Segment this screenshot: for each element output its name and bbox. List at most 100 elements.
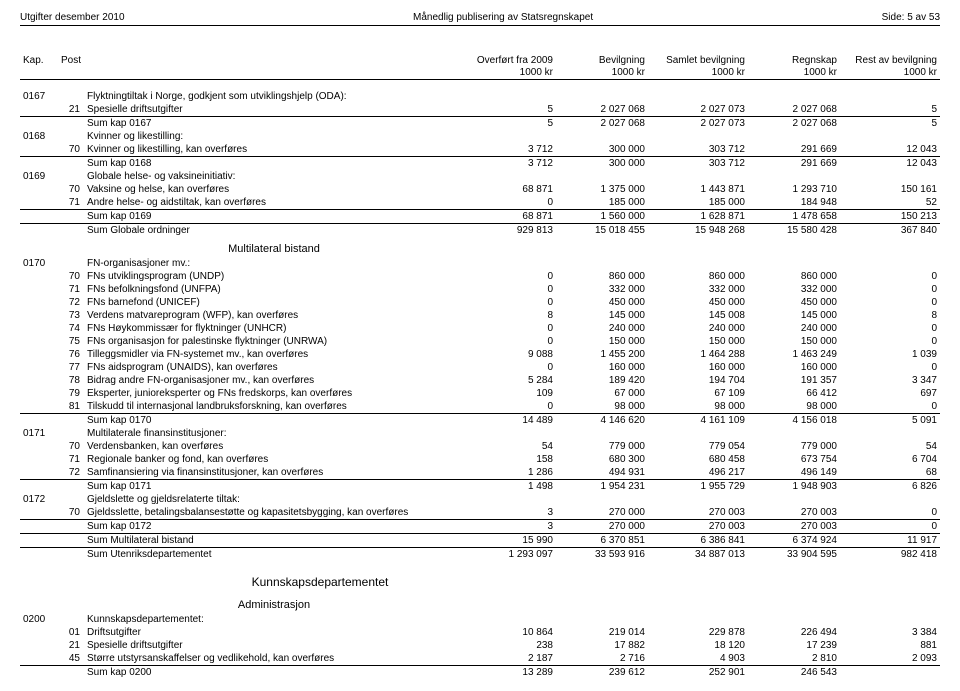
value-cell: 697 xyxy=(840,387,940,400)
department-row: Kunnskapsdepartementet xyxy=(20,561,940,593)
value-cell: 0 xyxy=(464,196,556,210)
value-cell: 0 xyxy=(840,400,940,414)
post-cell: 70 xyxy=(58,270,84,283)
desc-cell: Verdensbanken, kan overføres xyxy=(84,440,464,453)
table-row: 79Eksperter, junioreksperter og FNs fred… xyxy=(20,387,940,400)
value-cell: 9 088 xyxy=(464,348,556,361)
post-cell: 72 xyxy=(58,296,84,309)
table-row-sum: Sum Utenriksdepartementet1 293 09733 593… xyxy=(20,547,940,561)
desc-cell: Bidrag andre FN-organisasjoner mv., kan … xyxy=(84,374,464,387)
table-row: 74FNs Høykommissær for flyktninger (UNHC… xyxy=(20,322,940,335)
value-cell: 270 003 xyxy=(748,506,840,520)
desc-cell: Spesielle driftsutgifter xyxy=(84,639,464,652)
value-cell: 150 000 xyxy=(556,335,648,348)
desc-cell: Sum kap 0172 xyxy=(84,519,464,533)
value-cell: 184 948 xyxy=(748,196,840,210)
desc-cell: FNs aidsprogram (UNAIDS), kan overføres xyxy=(84,361,464,374)
value-cell: 189 420 xyxy=(556,374,648,387)
desc-cell: Sum kap 0168 xyxy=(84,156,464,170)
value-cell: 1 948 903 xyxy=(748,479,840,493)
value-cell: 450 000 xyxy=(648,296,748,309)
value-cell: 109 xyxy=(464,387,556,400)
desc-cell: Flyktningtiltak i Norge, godkjent som ut… xyxy=(84,90,464,103)
value-cell: 332 000 xyxy=(748,283,840,296)
subsection-title: Multilateral bistand xyxy=(84,237,464,257)
value-cell: 4 156 018 xyxy=(748,413,840,427)
value-cell: 68 xyxy=(840,466,940,480)
desc-cell: Sum kap 0167 xyxy=(84,116,464,130)
value-cell: 11 917 xyxy=(840,533,940,547)
value-cell: 0 xyxy=(464,400,556,414)
post-cell: 71 xyxy=(58,453,84,466)
table-row: 0167 Flyktningtiltak i Norge, godkjent s… xyxy=(20,90,940,103)
value-cell: 982 418 xyxy=(840,547,940,561)
value-cell: 3 384 xyxy=(840,626,940,639)
value-cell: 68 871 xyxy=(464,209,556,223)
value-cell: 779 000 xyxy=(748,440,840,453)
value-cell: 191 357 xyxy=(748,374,840,387)
value-cell: 1 628 871 xyxy=(648,209,748,223)
table-row: 70Gjeldsslette, betalingsbalansestøtte o… xyxy=(20,506,940,520)
desc-cell: Vaksine og helse, kan overføres xyxy=(84,183,464,196)
post-cell: 77 xyxy=(58,361,84,374)
value-cell: 1 463 249 xyxy=(748,348,840,361)
post-cell: 01 xyxy=(58,626,84,639)
value-cell: 450 000 xyxy=(556,296,648,309)
col-5a: Rest av bevilgning xyxy=(840,54,940,66)
desc-cell: Sum Multilateral bistand xyxy=(84,533,464,547)
post-cell: 81 xyxy=(58,400,84,414)
value-cell: 160 000 xyxy=(648,361,748,374)
value-cell: 238 xyxy=(464,639,556,652)
value-cell: 0 xyxy=(840,506,940,520)
value-cell: 150 000 xyxy=(648,335,748,348)
value-cell: 34 887 013 xyxy=(648,547,748,561)
value-cell: 6 826 xyxy=(840,479,940,493)
value-cell: 4 903 xyxy=(648,652,748,666)
desc-cell: Globale helse- og vaksineinitiativ: xyxy=(84,170,464,183)
value-cell: 2 027 073 xyxy=(648,103,748,117)
value-cell xyxy=(840,665,940,679)
value-cell: 98 000 xyxy=(648,400,748,414)
desc-cell: Sum kap 0170 xyxy=(84,413,464,427)
value-cell: 0 xyxy=(840,361,940,374)
table-row-sum: Sum kap 017014 4894 146 6204 161 1094 15… xyxy=(20,413,940,427)
value-cell: 680 300 xyxy=(556,453,648,466)
value-cell: 185 000 xyxy=(556,196,648,210)
post-cell: 21 xyxy=(58,639,84,652)
col-post-label: Post xyxy=(58,54,84,66)
col-kap-label: Kap. xyxy=(20,54,58,66)
table-row: 81Tilskudd til internasjonal landbruksfo… xyxy=(20,400,940,414)
value-cell: 496 149 xyxy=(748,466,840,480)
value-cell: 8 xyxy=(464,309,556,322)
kap-cell: 0172 xyxy=(20,493,58,506)
value-cell: 2 027 068 xyxy=(748,103,840,117)
value-cell: 300 000 xyxy=(556,143,648,157)
kap-cell: 0200 xyxy=(20,613,58,626)
table-row: 01Driftsutgifter10 864219 014229 878226 … xyxy=(20,626,940,639)
value-cell: 0 xyxy=(840,283,940,296)
table-row: 21 Spesielle driftsutgifter 5 2 027 068 … xyxy=(20,103,940,117)
value-cell: 1 293 097 xyxy=(464,547,556,561)
value-cell: 67 000 xyxy=(556,387,648,400)
value-cell: 15 948 268 xyxy=(648,223,748,237)
col-3b: 1000 kr xyxy=(648,66,748,80)
value-cell: 1 478 658 xyxy=(748,209,840,223)
value-cell: 10 864 xyxy=(464,626,556,639)
value-cell: 52 xyxy=(840,196,940,210)
table-row-sum: Sum Multilateral bistand15 9906 370 8516… xyxy=(20,533,940,547)
value-cell: 1 286 xyxy=(464,466,556,480)
value-cell: 2 027 073 xyxy=(648,116,748,130)
value-cell: 1 039 xyxy=(840,348,940,361)
value-cell: 14 489 xyxy=(464,413,556,427)
value-cell: 291 669 xyxy=(748,156,840,170)
post-cell: 73 xyxy=(58,309,84,322)
desc-cell: Sum kap 0169 xyxy=(84,209,464,223)
value-cell: 367 840 xyxy=(840,223,940,237)
value-cell: 12 043 xyxy=(840,156,940,170)
value-cell: 680 458 xyxy=(648,453,748,466)
desc-cell: Tilskudd til internasjonal landbruksfors… xyxy=(84,400,464,414)
desc-cell: FNs barnefond (UNICEF) xyxy=(84,296,464,309)
value-cell: 860 000 xyxy=(648,270,748,283)
value-cell: 145 000 xyxy=(556,309,648,322)
desc-cell: FN-organisasjoner mv.: xyxy=(84,257,464,270)
